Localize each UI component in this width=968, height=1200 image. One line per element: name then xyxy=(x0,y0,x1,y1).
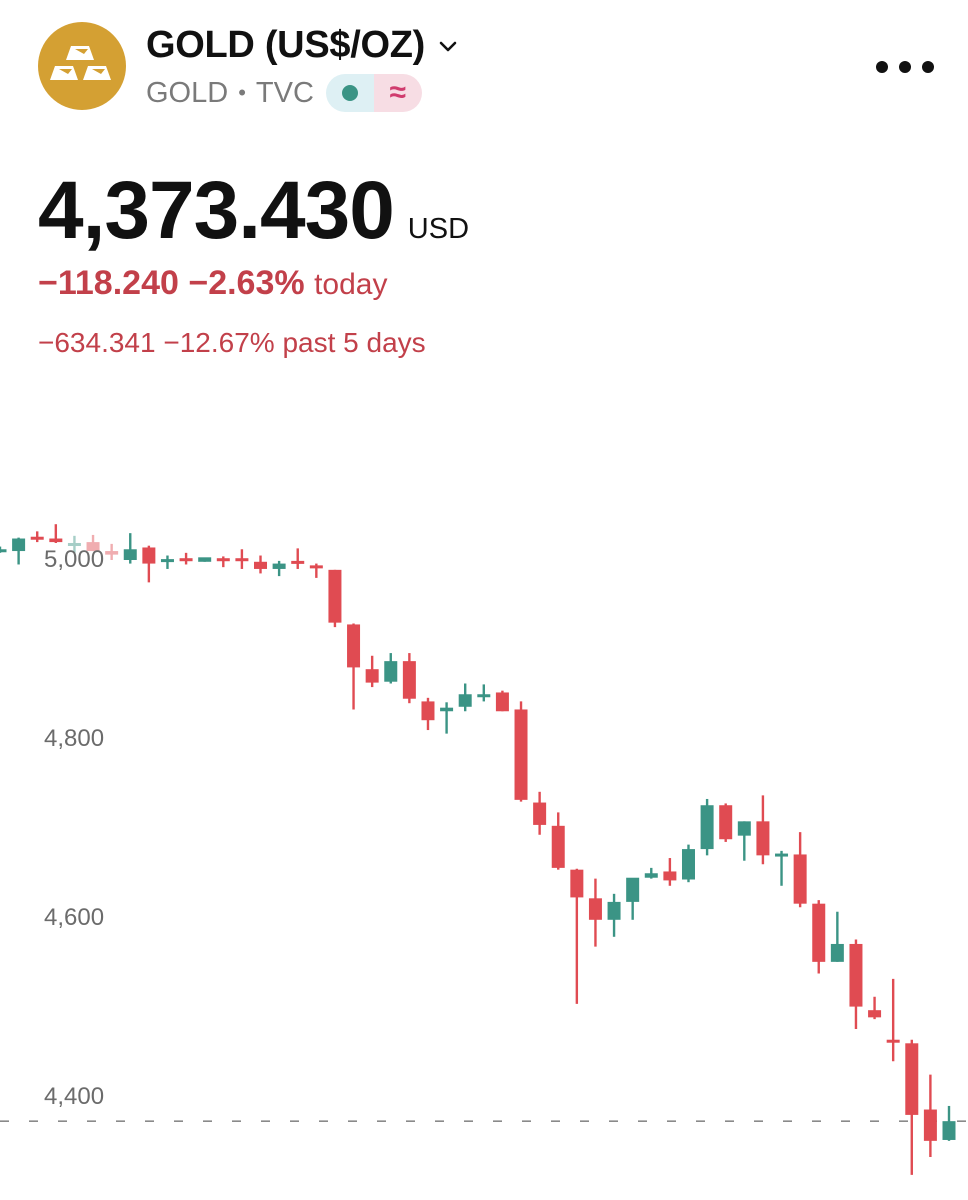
candle[interactable] xyxy=(309,563,323,578)
candle[interactable] xyxy=(142,545,156,583)
candle[interactable] xyxy=(421,697,435,731)
y-axis-tick-label: 4,400 xyxy=(44,1083,105,1110)
y-axis-tick-label: 4,800 xyxy=(44,725,105,752)
candle[interactable] xyxy=(700,798,714,856)
change-today-percent: −2.63% xyxy=(188,264,305,302)
symbol-subtitle: GOLD • TVC ≈ xyxy=(146,74,422,112)
candle[interactable] xyxy=(849,939,863,1029)
candle[interactable] xyxy=(495,690,509,712)
chart-canvas[interactable] xyxy=(0,480,968,1200)
candle[interactable] xyxy=(514,701,528,802)
candle[interactable] xyxy=(793,832,807,908)
gold-bars-logo-icon xyxy=(38,22,126,110)
delayed-data-icon: ≈ xyxy=(373,74,422,112)
candle[interactable] xyxy=(756,795,770,865)
candle[interactable] xyxy=(551,812,565,870)
last-price: 4,373.430 xyxy=(38,165,395,256)
candle[interactable] xyxy=(123,533,137,564)
candle[interactable] xyxy=(160,555,174,569)
separator: • xyxy=(238,80,246,105)
candle[interactable] xyxy=(663,858,677,886)
candle[interactable] xyxy=(105,543,119,560)
candle[interactable] xyxy=(737,821,751,861)
candle[interactable] xyxy=(365,655,379,688)
candle[interactable] xyxy=(86,534,100,552)
candle[interactable] xyxy=(272,560,286,577)
candle[interactable] xyxy=(235,549,249,569)
candle[interactable] xyxy=(402,653,416,704)
candle[interactable] xyxy=(384,653,398,684)
candle[interactable] xyxy=(681,844,695,883)
candle[interactable] xyxy=(30,531,44,543)
candle[interactable] xyxy=(868,996,882,1020)
market-status-pill[interactable]: ≈ xyxy=(325,74,422,112)
change-today-label: today xyxy=(314,268,388,301)
change-today-value: −118.240 xyxy=(38,264,179,302)
market-open-icon xyxy=(325,74,374,112)
candle[interactable] xyxy=(440,702,454,734)
candle[interactable] xyxy=(179,552,193,565)
candle[interactable] xyxy=(216,556,230,568)
candle[interactable] xyxy=(12,537,26,565)
candle[interactable] xyxy=(67,535,81,553)
symbol-title-dropdown[interactable]: GOLD (US$/OZ) xyxy=(146,24,459,67)
candle[interactable] xyxy=(458,683,472,712)
candle[interactable] xyxy=(254,555,268,574)
y-axis-tick-label: 5,000 xyxy=(44,546,105,573)
candle[interactable] xyxy=(0,546,7,553)
candle[interactable] xyxy=(719,803,733,842)
more-options-icon[interactable] xyxy=(876,56,934,78)
candlestick-chart[interactable]: 5,000 4,800 4,600 4,400 xyxy=(0,480,968,1200)
candle[interactable] xyxy=(533,791,547,835)
candle[interactable] xyxy=(198,557,212,562)
candle[interactable] xyxy=(775,850,789,886)
change-5-days: −634.341 −12.67% past 5 days xyxy=(38,327,426,358)
header: GOLD (US$/OZ) GOLD • TVC ≈ xyxy=(0,0,968,130)
candle[interactable] xyxy=(291,548,305,569)
candle[interactable] xyxy=(347,623,361,710)
candle[interactable] xyxy=(886,978,900,1062)
y-axis-tick-label: 4,600 xyxy=(44,904,105,931)
candle[interactable] xyxy=(626,877,640,920)
quote-block: 4,373.430 USD −118.240 −2.63% today −634… xyxy=(38,164,469,359)
candle[interactable] xyxy=(49,524,63,543)
candle[interactable] xyxy=(830,911,844,962)
candle[interactable] xyxy=(570,868,584,1004)
candle[interactable] xyxy=(607,893,621,937)
candle[interactable] xyxy=(477,684,491,702)
chevron-down-icon xyxy=(439,41,457,51)
candle[interactable] xyxy=(328,569,342,628)
candle[interactable] xyxy=(905,1039,919,1175)
ticker-symbol: GOLD xyxy=(146,76,229,109)
candle[interactable] xyxy=(588,878,602,947)
change-today: −118.240 −2.63% today xyxy=(38,264,469,303)
candle[interactable] xyxy=(812,900,826,974)
price-currency: USD xyxy=(407,213,470,245)
candle[interactable] xyxy=(923,1074,937,1157)
symbol-title: GOLD (US$/OZ) xyxy=(146,24,425,66)
candle[interactable] xyxy=(644,867,658,879)
candle[interactable] xyxy=(942,1105,956,1141)
exchange-name: TVC xyxy=(255,76,314,109)
